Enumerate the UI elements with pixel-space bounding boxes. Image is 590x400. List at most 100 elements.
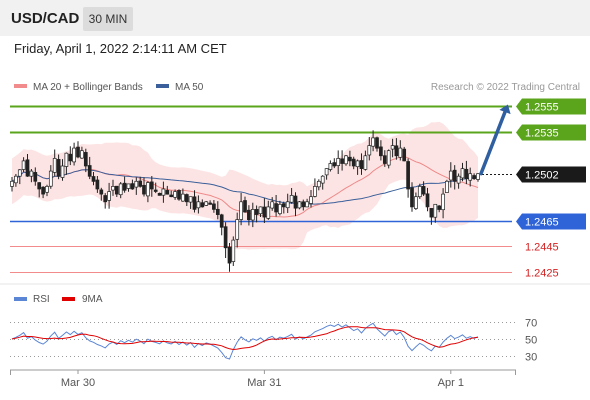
candle: [14, 174, 18, 187]
candle-body: [289, 195, 294, 203]
candle-body: [414, 196, 418, 209]
candle: [355, 159, 360, 175]
candle: [441, 188, 445, 219]
candle-body: [313, 186, 317, 197]
candle-body: [452, 169, 457, 182]
candle: [336, 150, 341, 174]
candle: [17, 169, 22, 185]
candle-body: [468, 173, 473, 181]
legend-rsi-label: RSI: [33, 294, 50, 305]
candle: [309, 190, 313, 208]
rsi-panel: 70 50 30: [10, 318, 537, 364]
forecast-arrow: [479, 104, 511, 176]
candle: [48, 165, 53, 189]
candle-body: [95, 179, 100, 190]
candle-body: [429, 208, 434, 218]
candle: [111, 179, 115, 196]
candle: [83, 148, 88, 173]
candle: [386, 149, 391, 169]
candle: [456, 173, 461, 189]
candle-body: [398, 147, 403, 158]
candle-body: [212, 203, 216, 210]
candle-body: [169, 194, 174, 198]
candle: [215, 201, 220, 220]
candle: [212, 200, 216, 213]
level-tag-label: 1.2535: [525, 128, 559, 140]
candle: [153, 182, 158, 194]
candle-body: [181, 193, 185, 202]
level-tag-bg: [516, 124, 586, 141]
candle: [324, 168, 329, 180]
candle: [437, 205, 442, 213]
candle: [235, 212, 240, 248]
candle: [146, 181, 150, 203]
candle: [169, 190, 174, 198]
candle-body: [332, 162, 337, 167]
candle-body: [371, 137, 375, 147]
candle: [254, 205, 259, 223]
candle: [76, 141, 80, 159]
candle-body: [122, 182, 127, 191]
candle-body: [437, 205, 442, 210]
candle-body: [118, 183, 123, 196]
rsi-ma-line: [11, 326, 479, 351]
x-axis-labels: Mar 30 Mar 31 Apr 1: [61, 370, 464, 389]
candle: [359, 153, 364, 175]
candle-body: [68, 153, 73, 162]
candle: [219, 213, 224, 236]
candle-body: [472, 175, 476, 180]
candle-body: [138, 180, 143, 187]
candle: [161, 181, 166, 203]
forecast-arrow-head: [499, 104, 511, 115]
candle-body: [48, 170, 53, 187]
level-tag-1-2502: 1.2502: [516, 166, 586, 183]
candle: [464, 160, 469, 185]
rsi-level-label-30: 30: [525, 352, 537, 364]
candle: [165, 185, 170, 195]
candle: [33, 167, 38, 186]
timeframe-badge[interactable]: 30 MIN: [83, 7, 133, 31]
candle-body: [278, 203, 282, 215]
candle: [60, 159, 65, 181]
candle: [173, 189, 177, 200]
header-bar: USD/CAD 30 MIN: [0, 0, 590, 36]
candle: [37, 182, 42, 198]
candle: [460, 162, 465, 182]
candle-body: [250, 209, 255, 221]
price-levels: [10, 105, 512, 273]
candle: [297, 201, 302, 210]
candle-body: [305, 201, 309, 208]
candle-body: [173, 191, 177, 198]
candle-body: [464, 168, 469, 180]
pair-title: USD/CAD: [11, 10, 80, 27]
candle-body: [460, 168, 465, 179]
candle: [138, 176, 143, 188]
candle-body: [386, 150, 391, 166]
candle-body: [394, 145, 399, 157]
candle-body: [126, 183, 131, 189]
candle: [452, 165, 457, 190]
candle-body: [146, 182, 150, 197]
candle: [371, 130, 375, 152]
candle-body: [301, 201, 306, 208]
candle: [375, 136, 379, 152]
candle-body: [153, 189, 158, 192]
candle: [227, 243, 232, 272]
candle-body: [204, 201, 209, 206]
candle-body: [456, 175, 461, 184]
candle: [130, 179, 135, 190]
candle-body: [293, 195, 298, 209]
candle-body: [37, 182, 42, 190]
candle: [250, 202, 255, 228]
candle-body: [340, 158, 344, 164]
candle: [402, 146, 407, 162]
candle-body: [21, 160, 26, 170]
candle: [472, 173, 476, 180]
candle-body: [56, 159, 61, 177]
candle-body: [33, 172, 38, 182]
candle: [149, 176, 154, 197]
timestamp: Friday, April 1, 2022 2:14:11 AM CET: [14, 41, 227, 56]
candle: [99, 187, 104, 201]
candle: [52, 149, 57, 177]
